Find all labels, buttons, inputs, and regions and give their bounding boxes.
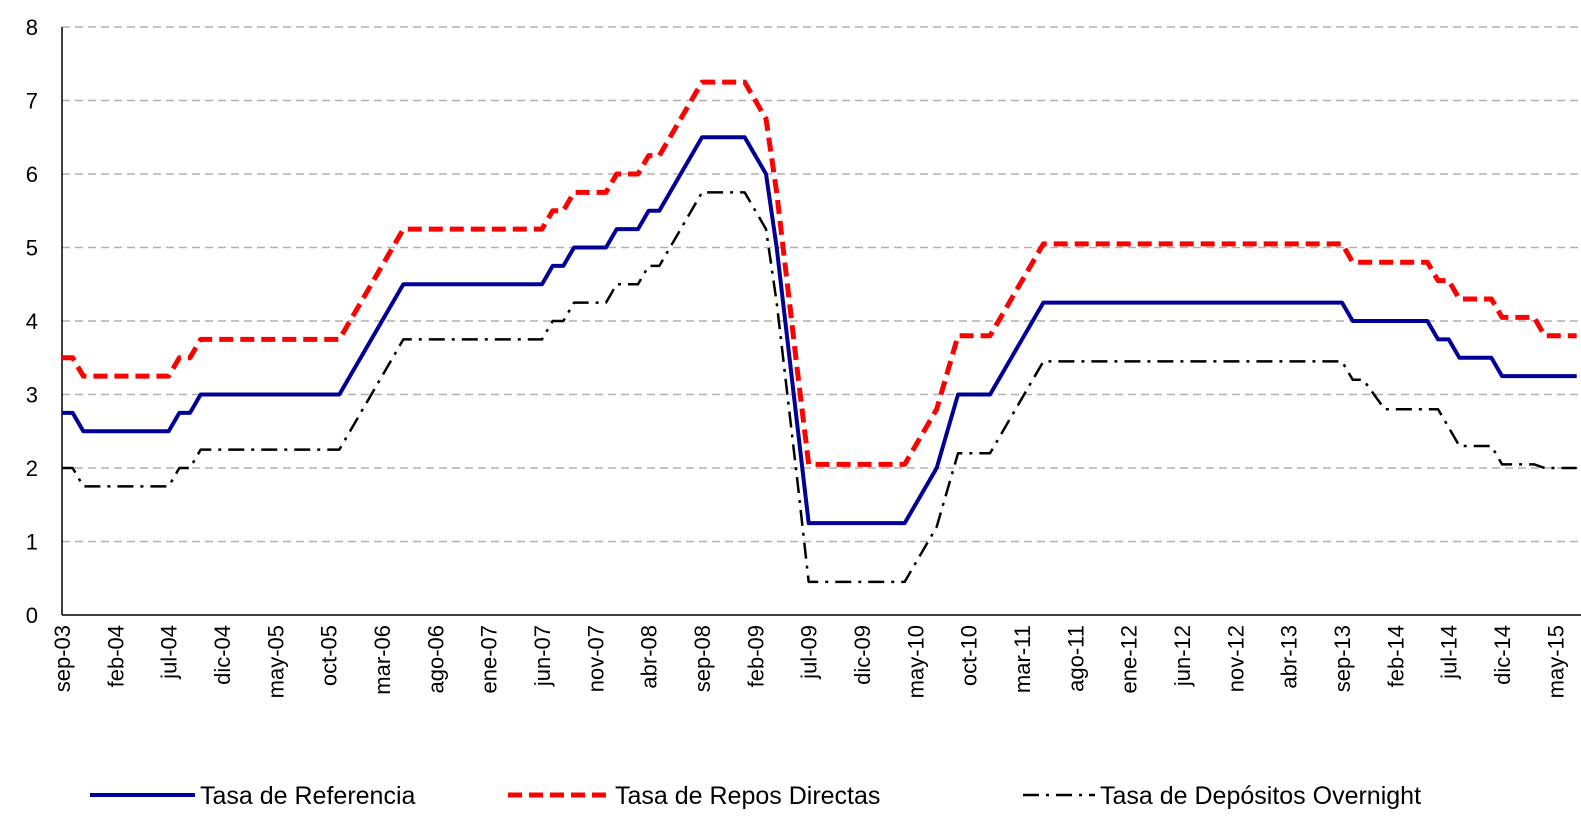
x-tick-label: ene-07 [477, 625, 502, 694]
y-tick-label: 8 [26, 15, 38, 40]
x-tick-label: jun-07 [530, 625, 555, 687]
x-tick-label: jun-12 [1170, 625, 1195, 687]
x-tick-label: ene-12 [1117, 625, 1142, 694]
x-tick-label: dic-14 [1490, 625, 1515, 685]
x-tick-label: feb-04 [103, 625, 128, 687]
series-line [62, 191, 1577, 584]
x-tick-label: ago-11 [1063, 625, 1088, 692]
x-tick-label: dic-09 [850, 625, 875, 685]
y-tick-label: 6 [26, 162, 38, 187]
x-tick-label: oct-10 [957, 625, 982, 686]
y-tick-label: 4 [26, 309, 38, 334]
x-tick-label: sep-08 [690, 625, 715, 692]
y-tick-label: 0 [26, 603, 38, 628]
y-tick-label: 2 [26, 456, 38, 481]
x-tick-label: may-15 [1543, 625, 1568, 698]
x-tick-label: jul-04 [157, 625, 182, 680]
y-tick-label: 3 [26, 383, 38, 408]
x-tick-label: mar-11 [1010, 625, 1035, 693]
x-tick-label: sep-13 [1330, 625, 1355, 692]
x-tick-label: oct-05 [317, 625, 342, 686]
x-tick-label: may-05 [263, 625, 288, 698]
x-tick-label: ago-06 [423, 625, 448, 694]
y-tick-label: 7 [26, 89, 38, 114]
x-tick-label: feb-14 [1383, 625, 1408, 687]
x-tick-label: abr-08 [637, 625, 662, 689]
y-tick-label: 5 [26, 236, 38, 261]
legend-label: Tasa de Repos Directas [615, 782, 880, 810]
x-tick-label: jul-09 [797, 625, 822, 680]
x-tick-label: may-10 [903, 625, 928, 698]
x-tick-label: jul-14 [1437, 625, 1462, 680]
x-tick-label: mar-06 [370, 625, 395, 695]
x-tick-label: feb-09 [743, 625, 768, 687]
series-line [62, 79, 1577, 467]
x-tick-label: nov-07 [583, 625, 608, 692]
x-tick-label: nov-12 [1223, 625, 1248, 692]
x-tick-label: dic-04 [210, 625, 235, 685]
y-tick-label: 1 [26, 530, 38, 555]
legend-label: Tasa de Referencia [200, 782, 416, 810]
series-line [62, 135, 1577, 526]
x-tick-label: abr-13 [1277, 625, 1302, 689]
legend-label: Tasa de Depósitos Overnight [1100, 782, 1421, 810]
x-tick-label: sep-03 [50, 625, 75, 692]
